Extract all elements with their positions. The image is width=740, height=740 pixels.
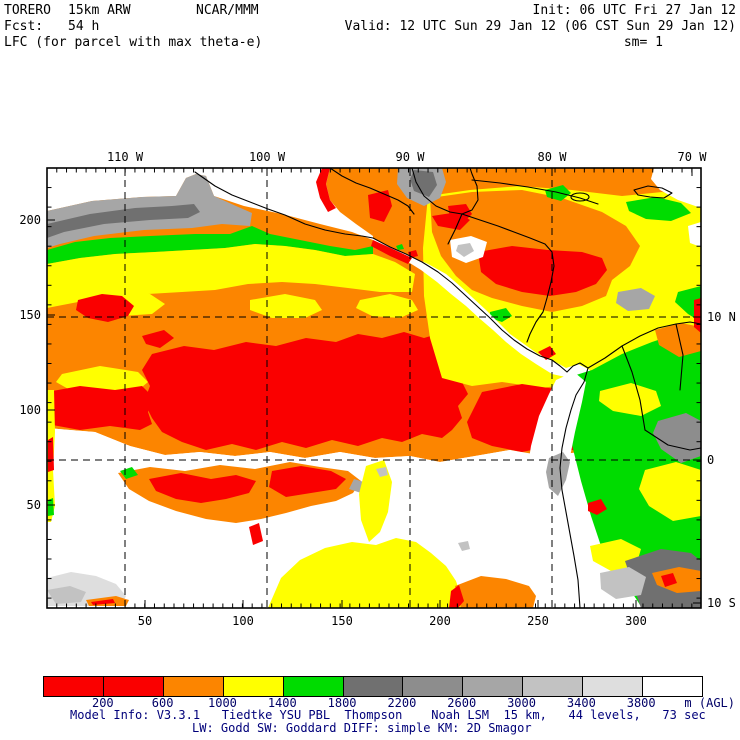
right-axis-label: 10 S xyxy=(707,596,736,610)
bottom-axis-label: 50 xyxy=(137,614,153,628)
colorbar-boundary-label: 1000 xyxy=(208,696,237,710)
bottom-axis-label: 300 xyxy=(625,614,647,628)
colorbar-boundary-label: 600 xyxy=(151,696,174,710)
colorbar-boundary-label: 3000 xyxy=(507,696,536,710)
right-axis-label: 10 N xyxy=(707,310,736,324)
header-valid-time: Valid: 12 UTC Sun 29 Jan 12 (06 CST Sun … xyxy=(344,19,736,34)
graticule-gridlines xyxy=(47,168,701,608)
colorbar-segment xyxy=(282,677,343,696)
colorbar-segment xyxy=(582,677,643,696)
bottom-axis-label: 250 xyxy=(527,614,549,628)
footer-model-info-line1: Model Info: V3.3.1 Tiedtke YSU PBL Thomp… xyxy=(70,708,706,722)
bottom-axis-label: 150 xyxy=(331,614,353,628)
top-axis-label: 80 W xyxy=(537,150,567,164)
axis-tick-marks xyxy=(47,168,701,608)
colorbar-segment xyxy=(522,677,583,696)
bottom-axis-label: 100 xyxy=(232,614,254,628)
map-frame xyxy=(46,167,702,609)
colorbar-segment xyxy=(222,677,283,696)
colorbar-boundary-label: 1400 xyxy=(267,696,297,710)
header-smoothing-value: sm= 1 xyxy=(623,35,663,50)
bottom-axis-label: 200 xyxy=(429,614,451,628)
colorbar-boundary-label: 3800 xyxy=(626,696,656,710)
colorbar-segment xyxy=(402,677,463,696)
footer-model-info-line2: LW: Godd SW: Goddard DIFF: simple KM: 2D… xyxy=(192,721,532,735)
header-center-name: NCAR/MMM xyxy=(196,3,259,18)
colorbar-segment xyxy=(44,677,103,696)
colorbar-segment xyxy=(342,677,403,696)
colorbar-segment xyxy=(462,677,523,696)
left-axis-label: 100 xyxy=(19,403,41,417)
colorbar-boundary-label: 3400 xyxy=(566,696,596,710)
header-fcst-label: Fcst: xyxy=(4,19,44,34)
right-axis-label: 0 xyxy=(707,453,715,467)
left-axis-label: 150 xyxy=(19,308,41,322)
colorbar-boundary-label: 1800 xyxy=(327,696,357,710)
header-fcst-hours: 54 h xyxy=(68,19,100,34)
top-axis-label: 110 W xyxy=(106,150,144,164)
top-axis-label: 90 W xyxy=(395,150,425,164)
colorbar-unit-label: m (AGL) xyxy=(684,696,735,710)
header-grid-info: 15km ARW xyxy=(68,3,131,18)
coastlines xyxy=(194,168,701,608)
header-model-name: TORERO xyxy=(4,3,51,18)
colorbar-boundary-label: 200 xyxy=(91,696,114,710)
colorbar-segment xyxy=(102,677,163,696)
colorbar-boundary-label: 2200 xyxy=(387,696,417,710)
lfc-filled-contours xyxy=(47,168,701,608)
colorbar-segment xyxy=(162,677,223,696)
header-init-time: Init: 06 UTC Fri 27 Jan 12 xyxy=(532,3,737,18)
top-axis-label: 100 W xyxy=(248,150,286,164)
colorbar-segment xyxy=(642,677,702,696)
header-field-title: LFC (for parcel with max theta-e) xyxy=(4,35,263,50)
left-axis-label: 200 xyxy=(19,213,41,227)
colorbar xyxy=(43,676,703,697)
left-axis-label: 50 xyxy=(26,498,41,512)
colorbar-boundary-label: 2600 xyxy=(447,696,477,710)
top-axis-label: 70 W xyxy=(677,150,707,164)
